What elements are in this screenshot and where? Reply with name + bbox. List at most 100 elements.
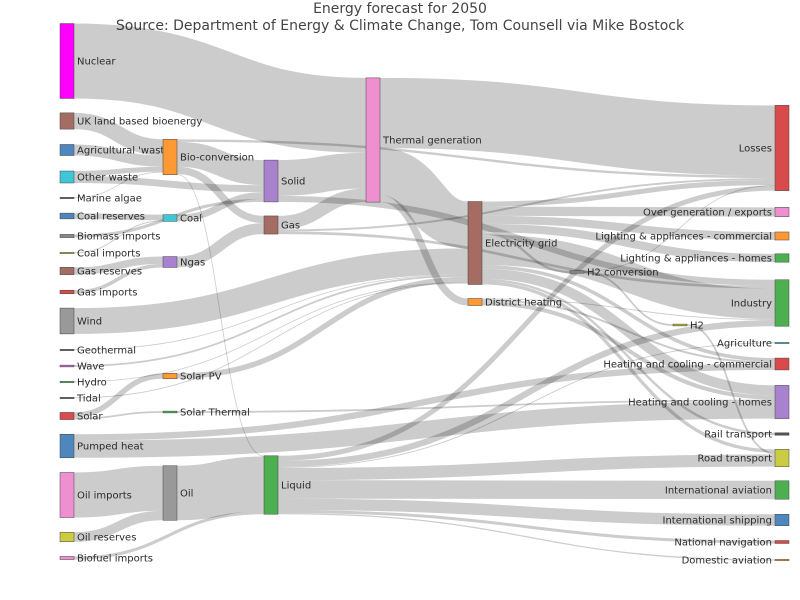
- node-light_homes[interactable]: [774, 253, 790, 263]
- node-geothermal[interactable]: [59, 349, 75, 351]
- node-oil_reserves[interactable]: [59, 531, 75, 543]
- link-solar-to-solar_pv[interactable]: [73, 373, 164, 418]
- node-agriculture[interactable]: [774, 342, 790, 344]
- link-other_waste-to-solid[interactable]: [73, 176, 265, 193]
- link-solid-to-industry[interactable]: [277, 195, 776, 286]
- node-nuclear[interactable]: [59, 23, 75, 99]
- node-bio_conversion[interactable]: [162, 139, 178, 175]
- link-nuclear-to-thermal_gen[interactable]: [73, 23, 367, 153]
- link-wave-to-electricity_grid[interactable]: [73, 274, 469, 367]
- node-tidal[interactable]: [59, 397, 75, 399]
- link-bio_conversion-to-solid[interactable]: [176, 141, 265, 186]
- node-wave[interactable]: [59, 364, 75, 368]
- node-heat_comm[interactable]: [774, 357, 790, 371]
- node-oil[interactable]: [162, 465, 178, 521]
- node-solid[interactable]: [263, 159, 279, 203]
- link-electricity_grid-to-over_gen[interactable]: [481, 206, 776, 217]
- node-gas[interactable]: [263, 215, 279, 235]
- link-h2_conversion-to-h2[interactable]: [583, 271, 674, 326]
- node-pumped_heat[interactable]: [59, 433, 75, 459]
- link-marine_algae-to-bio_conversion[interactable]: [73, 171, 164, 199]
- node-other_waste[interactable]: [59, 170, 75, 184]
- link-bio_conversion-to-liquid[interactable]: [176, 173, 265, 457]
- link-liquid-to-int_aviation[interactable]: [277, 480, 776, 500]
- link-solid-to-thermal_gen[interactable]: [277, 152, 367, 196]
- link-oil_reserves-to-oil[interactable]: [73, 510, 164, 542]
- link-district_heating-to-heat_homes[interactable]: [481, 301, 776, 400]
- link-liquid-to-nat_navigation[interactable]: [277, 510, 776, 544]
- link-geothermal-to-electricity_grid[interactable]: [73, 274, 469, 351]
- link-thermal_gen-to-losses[interactable]: [379, 77, 776, 176]
- link-pumped_heat-to-heat_comm[interactable]: [73, 363, 776, 441]
- link-gas-to-industry[interactable]: [277, 231, 776, 289]
- node-coal[interactable]: [162, 214, 178, 222]
- node-hydro[interactable]: [59, 381, 75, 383]
- link-oil_imports-to-oil[interactable]: [73, 465, 164, 518]
- link-agri_waste-to-bio_conversion[interactable]: [73, 144, 164, 167]
- link-uk_land_bio-to-bio_conversion[interactable]: [73, 112, 164, 156]
- node-biofuel_imports[interactable]: [59, 556, 75, 560]
- node-dom_aviation[interactable]: [774, 559, 790, 561]
- node-coal_imports[interactable]: [59, 252, 75, 254]
- link-district_heating-to-heat_comm[interactable]: [481, 299, 776, 364]
- node-wind[interactable]: [59, 307, 75, 335]
- node-over_gen[interactable]: [774, 207, 790, 217]
- node-coal_reserves[interactable]: [59, 212, 75, 220]
- node-road[interactable]: [774, 449, 790, 467]
- link-liquid-to-losses[interactable]: [277, 185, 776, 461]
- link-electricity_grid-to-h2_conversion[interactable]: [481, 232, 571, 274]
- node-liquid[interactable]: [263, 455, 279, 515]
- node-h2[interactable]: [672, 323, 688, 327]
- link-liquid-to-industry[interactable]: [277, 319, 776, 468]
- link-gas_imports-to-ngas[interactable]: [73, 263, 164, 294]
- link-liquid-to-agriculture[interactable]: [277, 342, 776, 468]
- link-gas-to-thermal_gen[interactable]: [277, 188, 367, 230]
- node-electricity_grid[interactable]: [467, 201, 483, 285]
- link-h2_conversion-to-losses[interactable]: [583, 185, 776, 272]
- link-electricity_grid-to-road[interactable]: [481, 281, 776, 453]
- link-other_waste-to-bio_conversion[interactable]: [73, 166, 164, 177]
- node-gas_reserves[interactable]: [59, 267, 75, 275]
- node-biomass_imports[interactable]: [59, 234, 75, 238]
- node-solar_thermal[interactable]: [162, 410, 178, 414]
- node-agri_waste[interactable]: [59, 144, 75, 156]
- node-nat_navigation[interactable]: [774, 540, 790, 544]
- link-coal_imports-to-coal[interactable]: [73, 220, 164, 254]
- link-solar_pv-to-electricity_grid[interactable]: [176, 276, 469, 379]
- link-wind-to-electricity_grid[interactable]: [73, 248, 469, 334]
- node-int_aviation[interactable]: [774, 480, 790, 500]
- link-district_heating-to-industry[interactable]: [481, 298, 776, 320]
- link-solar_thermal-to-heat_homes[interactable]: [176, 399, 776, 413]
- link-hydro-to-electricity_grid[interactable]: [73, 281, 469, 383]
- node-rail[interactable]: [774, 432, 790, 436]
- node-heat_homes[interactable]: [774, 385, 790, 419]
- link-ngas-to-gas[interactable]: [176, 223, 265, 268]
- link-tidal-to-electricity_grid[interactable]: [73, 282, 469, 399]
- node-solar[interactable]: [59, 412, 75, 420]
- link-thermal_gen-to-electricity_grid[interactable]: [377, 148, 471, 249]
- node-solar_pv[interactable]: [162, 373, 178, 379]
- link-electricity_grid-to-light_homes[interactable]: [481, 223, 776, 263]
- node-losses[interactable]: [774, 105, 790, 191]
- link-oil-to-liquid[interactable]: [176, 456, 265, 521]
- node-uk_land_bio[interactable]: [59, 112, 75, 130]
- node-int_shipping[interactable]: [774, 514, 790, 526]
- link-liquid-to-dom_aviation[interactable]: [277, 512, 776, 561]
- link-coal-to-solid[interactable]: [176, 192, 265, 222]
- link-thermal_gen-to-district_heating[interactable]: [379, 195, 469, 306]
- node-district_heating[interactable]: [467, 298, 483, 306]
- link-gas_reserves-to-ngas[interactable]: [73, 256, 164, 275]
- link-electricity_grid-to-light_comm[interactable]: [481, 215, 776, 241]
- link-coal_reserves-to-coal[interactable]: [73, 213, 164, 221]
- node-gas_imports[interactable]: [59, 289, 75, 295]
- link-solar-to-solar_thermal[interactable]: [73, 411, 164, 420]
- link-bio_conversion-to-gas[interactable]: [176, 166, 265, 224]
- link-liquid-to-road[interactable]: [277, 454, 776, 481]
- link-biofuel_imports-to-liquid[interactable]: [73, 511, 265, 560]
- node-h2_conversion[interactable]: [569, 270, 585, 274]
- link-gas-to-losses[interactable]: [277, 178, 776, 232]
- link-electricity_grid-to-industry[interactable]: [481, 234, 776, 320]
- node-light_comm[interactable]: [774, 231, 790, 241]
- node-ngas[interactable]: [162, 256, 178, 268]
- link-liquid-to-int_shipping[interactable]: [277, 498, 776, 526]
